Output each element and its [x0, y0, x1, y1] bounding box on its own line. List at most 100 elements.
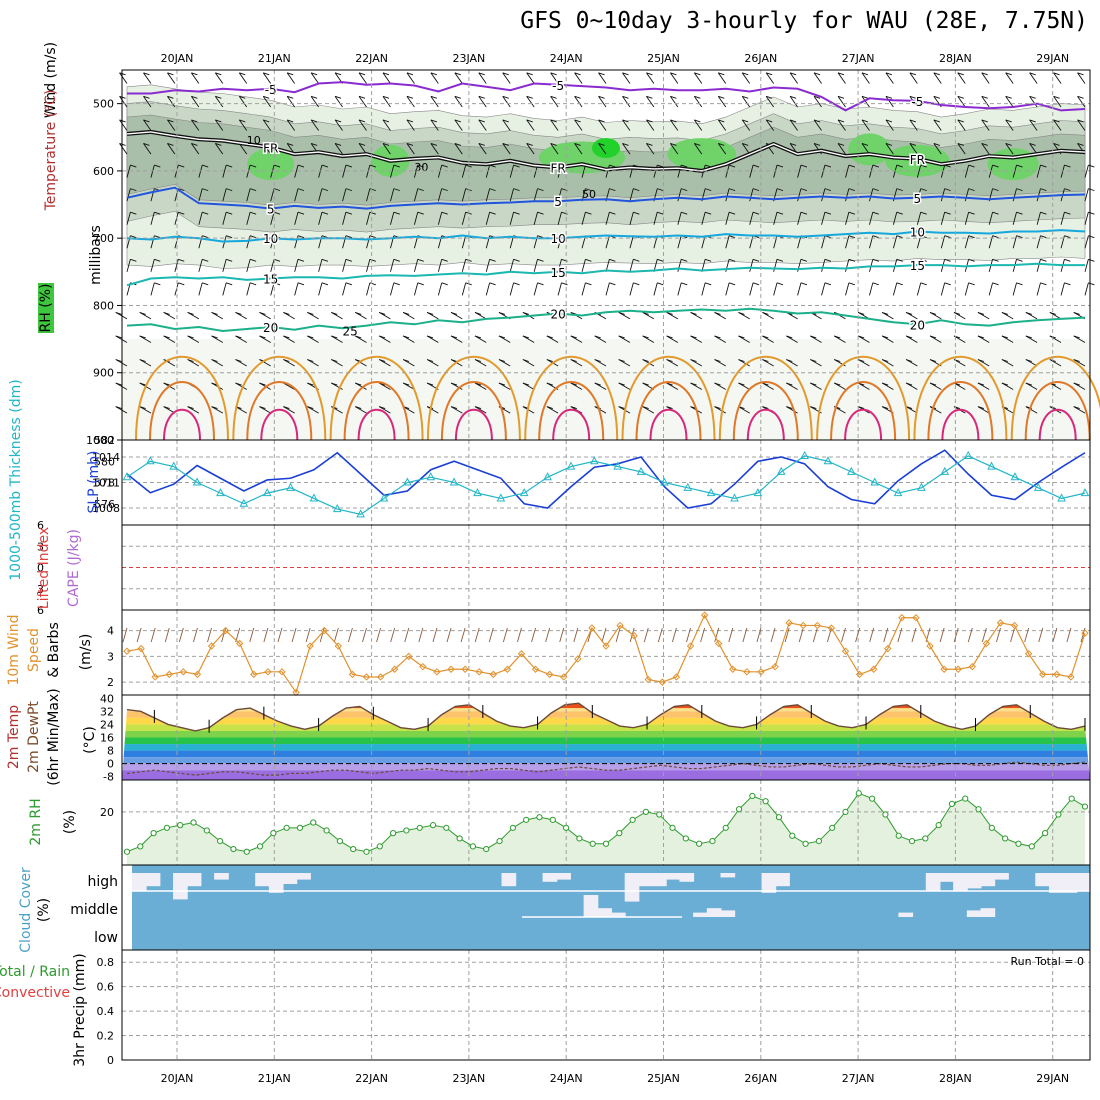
- wind-barb-flag: [187, 311, 194, 315]
- thickness-point: [519, 488, 529, 497]
- wind10-point: [250, 670, 258, 679]
- wind-barb-flag: [944, 211, 951, 215]
- wind-barb-flag: [909, 119, 917, 123]
- thickness-point: [473, 488, 482, 497]
- wind-barb: [413, 259, 419, 272]
- wind-barb: [1005, 119, 1014, 131]
- wind-barb-flag: [478, 95, 485, 99]
- wind-barb-flag: [546, 359, 553, 362]
- wind-barb-flag: [115, 335, 122, 339]
- wind-barb: [119, 96, 128, 108]
- thickness-point: [566, 461, 576, 470]
- wind-barb-flag: [474, 382, 482, 386]
- thickness-point: [356, 509, 365, 518]
- ytick-label: 1000: [86, 434, 114, 447]
- slp-tick: 1011: [92, 477, 120, 490]
- rh2m-point: [416, 824, 423, 831]
- isotherm-line: [127, 81, 1086, 112]
- wind-barb-flag: [670, 95, 677, 99]
- wind-barb: [605, 212, 610, 225]
- thickness-point: [1010, 472, 1020, 481]
- isotherm-line: [126, 186, 1086, 210]
- isotherm-25: [135, 355, 229, 441]
- wind-barb: [191, 72, 200, 84]
- wind-barb-flag: [489, 282, 496, 286]
- wind-barb: [222, 188, 227, 202]
- slp-tick: 1008: [92, 502, 120, 515]
- wind-barb-flag: [369, 211, 377, 215]
- wind-barb-flag: [249, 282, 257, 286]
- wind10-point: [869, 665, 878, 673]
- wind-barb: [725, 212, 730, 225]
- wind-barb-flag: [738, 311, 745, 315]
- wind-barb-flag: [929, 382, 937, 386]
- wind-barb: [581, 212, 586, 225]
- thickness-point: [146, 456, 155, 465]
- lifted-tick: 6: [37, 604, 44, 617]
- wind-barb-flag: [355, 382, 362, 386]
- wind-barb-flag: [681, 282, 688, 286]
- wind-barb-flag: [502, 119, 509, 123]
- wind-barb-flag: [1053, 143, 1060, 146]
- wind10-barb: [221, 627, 227, 643]
- wind-barb: [143, 96, 152, 108]
- wind10-barb: [277, 627, 283, 643]
- wind-barb-flag: [143, 119, 150, 123]
- wind-barb: [478, 72, 487, 84]
- rh2m-label: 2m RH: [28, 798, 44, 845]
- date-label-bottom: 28JAN: [939, 1072, 972, 1085]
- wind-barb-flag: [585, 258, 592, 262]
- wind-barb-flag: [594, 335, 601, 339]
- wind10-barb: [531, 627, 536, 643]
- wind-barb-flag: [450, 406, 458, 410]
- wind-barb: [238, 143, 248, 155]
- thickness-point: [192, 477, 202, 486]
- wind10-point: [447, 665, 455, 673]
- wind-barb: [598, 96, 607, 108]
- wind-barb-flag: [1040, 211, 1047, 215]
- wind-barb-flag: [1025, 335, 1032, 339]
- wind-barb: [845, 212, 850, 225]
- wind-barb: [167, 143, 176, 155]
- rh2m-point: [735, 806, 743, 813]
- wind-barb: [126, 188, 131, 202]
- wind-barb: [246, 282, 251, 296]
- wind-barb-flag: [705, 211, 712, 215]
- date-label-bottom: 25JAN: [647, 1072, 680, 1085]
- rh2m-point: [1028, 843, 1035, 850]
- wind-barb: [198, 282, 203, 296]
- wind-barb-flag: [1053, 72, 1060, 76]
- wind10-barb: [122, 627, 128, 643]
- wind10-barb: [643, 627, 649, 643]
- wind-barb-flag: [1088, 235, 1095, 239]
- temp2m-tick: 0: [107, 758, 114, 771]
- wind-barb-flag: [977, 335, 985, 339]
- wind-barb: [1077, 119, 1086, 131]
- wind-barb-flag: [426, 382, 434, 386]
- date-label-top: 29JAN: [1036, 52, 1069, 65]
- wind-barb: [1029, 96, 1038, 108]
- wind-barb: [933, 119, 942, 131]
- wind-barb: [1012, 212, 1017, 225]
- wind-barb: [318, 188, 323, 202]
- wind-barb-flag: [1001, 382, 1009, 386]
- wind10-point: [940, 665, 948, 673]
- wind-barb: [198, 188, 203, 202]
- wind-barb: [622, 119, 631, 131]
- thickness-line: [126, 455, 1086, 516]
- wind-barb: [238, 72, 248, 84]
- wind10-barb: [1010, 627, 1015, 643]
- wind-barb-flag: [718, 143, 725, 146]
- wind-barb: [150, 188, 155, 202]
- thickness-point: [169, 461, 179, 470]
- wind-barb-flag: [933, 119, 940, 123]
- temp-band: [122, 730, 1090, 738]
- wind-barb: [741, 119, 751, 131]
- wind-barb: [693, 96, 703, 108]
- wind10-barb: [728, 627, 734, 643]
- wind-barb-flag: [202, 258, 209, 262]
- wind10-point: [1081, 629, 1089, 637]
- wind-barb-flag: [239, 95, 246, 99]
- wind-barb: [861, 72, 870, 84]
- cloud-high-gap: [679, 873, 695, 882]
